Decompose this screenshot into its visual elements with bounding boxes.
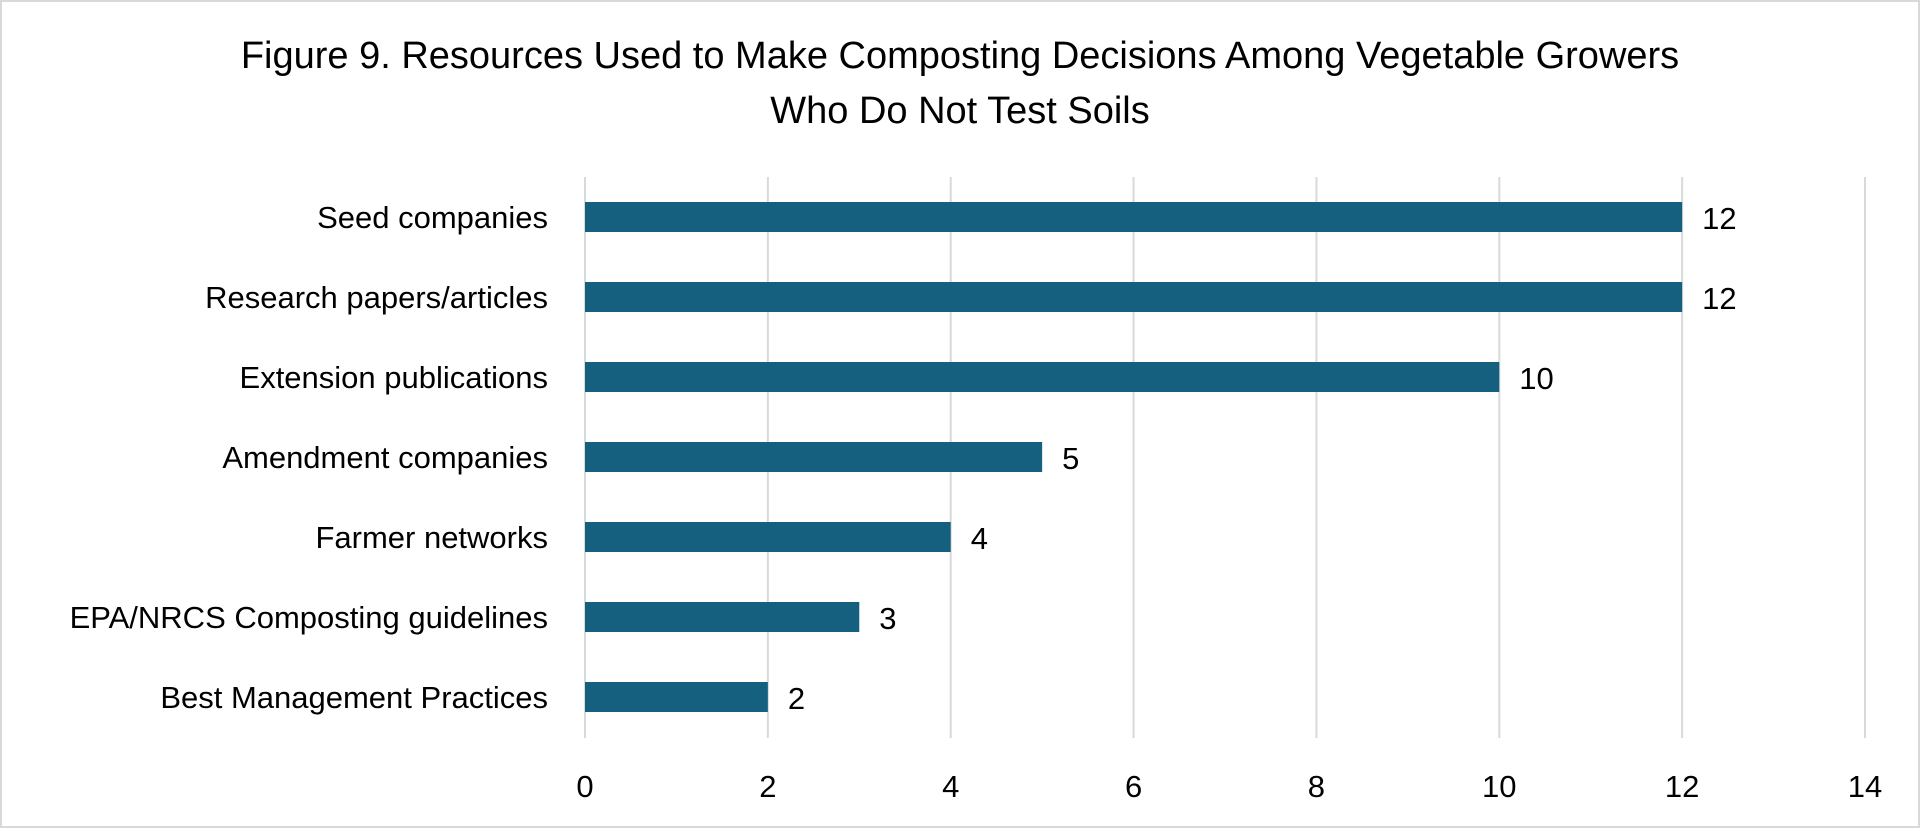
- bar: [585, 602, 860, 632]
- category-label: Farmer networks: [315, 520, 548, 555]
- x-tick-label: 10: [1482, 769, 1516, 804]
- bar: [585, 522, 951, 552]
- x-tick-label: 14: [1848, 769, 1882, 804]
- category-label: Best Management Practices: [160, 680, 548, 715]
- x-tick-label: 8: [1308, 769, 1325, 804]
- data-label: 5: [1062, 441, 1079, 476]
- bar: [585, 362, 1500, 392]
- data-label: 2: [788, 681, 805, 716]
- category-labels: Seed companies Research papers/articles Ex…: [70, 200, 548, 715]
- data-label: 12: [1702, 201, 1736, 236]
- chart-title-line-1: Figure 9. Resources Used to Make Compost…: [241, 35, 1679, 77]
- data-label: 10: [1519, 361, 1553, 396]
- x-axis-ticks: 0 2 4 6 8 10 12 14: [576, 769, 1882, 804]
- category-label: Research papers/articles: [205, 280, 548, 315]
- category-label: EPA/NRCS Composting guidelines: [70, 600, 548, 635]
- data-label: 12: [1702, 281, 1736, 316]
- data-label: 4: [971, 521, 988, 556]
- bar: [585, 682, 768, 712]
- bar: [585, 442, 1043, 472]
- category-label: Extension publications: [240, 360, 548, 395]
- bar: [585, 202, 1683, 232]
- x-tick-label: 6: [1125, 769, 1142, 804]
- x-tick-label: 2: [759, 769, 776, 804]
- chart-title-line-2: Who Do Not Test Soils: [770, 90, 1149, 132]
- data-labels: 12 12 10 5 4 3 2: [788, 201, 1737, 716]
- x-tick-label: 0: [576, 769, 593, 804]
- data-label: 3: [879, 601, 896, 636]
- x-tick-label: 12: [1665, 769, 1699, 804]
- bars: [585, 202, 1683, 712]
- category-label: Seed companies: [317, 200, 548, 235]
- x-tick-label: 4: [942, 769, 959, 804]
- category-label: Amendment companies: [222, 440, 548, 475]
- bar: [585, 282, 1683, 312]
